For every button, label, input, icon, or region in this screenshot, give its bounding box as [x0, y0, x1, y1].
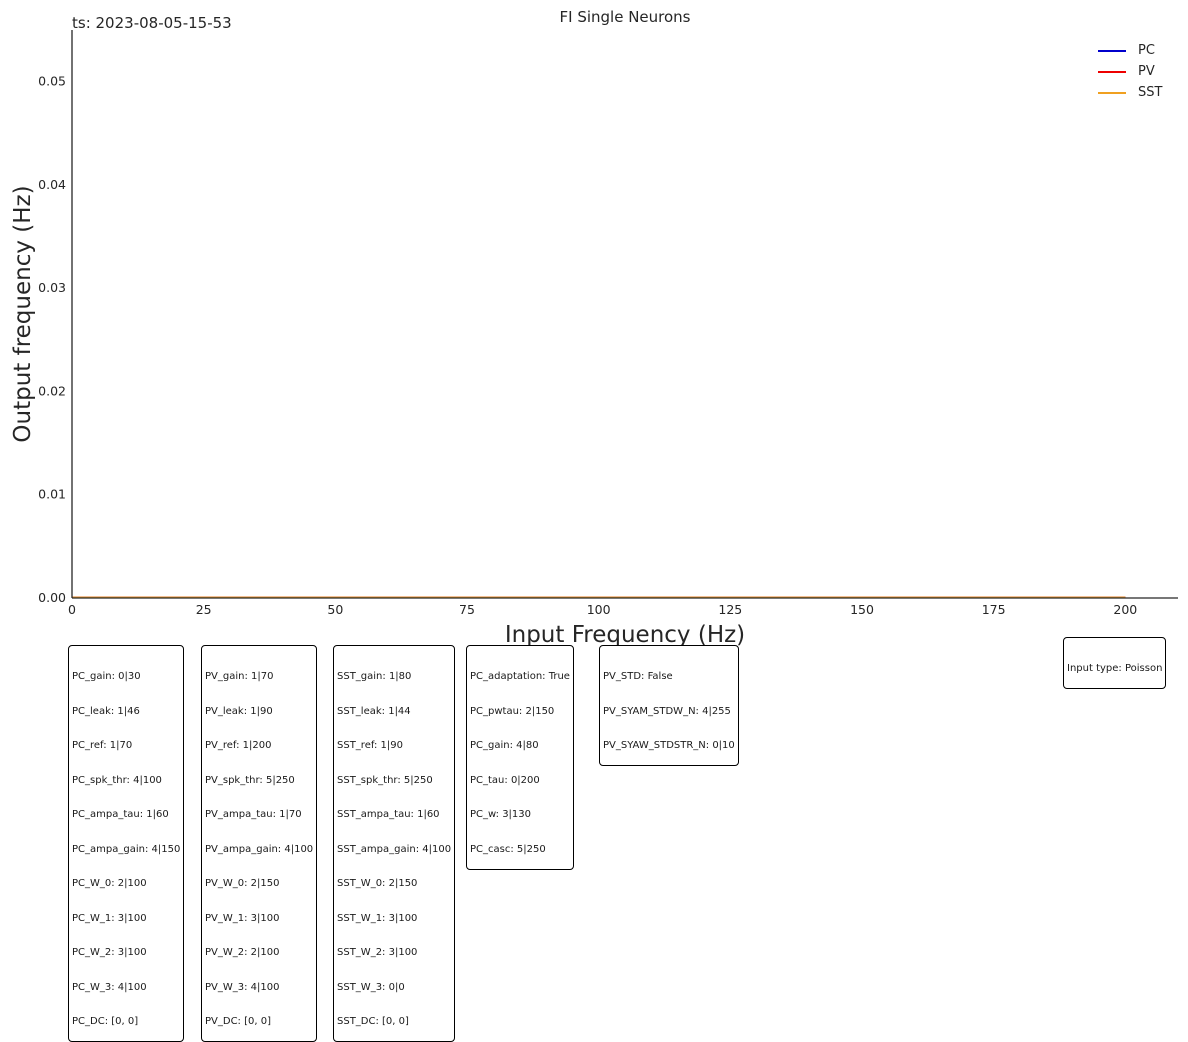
legend-label-pc: PC [1138, 43, 1155, 58]
param-line: PV_W_1: 3|100 [205, 912, 280, 924]
param-line: SST_ampa_tau: 1|60 [337, 809, 440, 820]
y-tick-label: 0.02 [38, 383, 66, 398]
y-tick-label: 0.05 [38, 74, 66, 89]
x-tick-label: 200 [1113, 602, 1137, 617]
x-tick-label: 150 [850, 602, 874, 617]
param-line: SST_ampa_gain: 4|100 [337, 843, 452, 855]
param-line: PC_casc: 5|250 [470, 843, 546, 855]
legend-swatch-sst [1098, 91, 1126, 94]
param-line: SST_W_2: 3|100 [337, 947, 418, 958]
param-line: PV_SYAM_STDW_N: 4|255 [603, 705, 731, 717]
y-axis-label: Output frequency (Hz) [10, 185, 36, 442]
pv-std-box: PV_STD: False PV_SYAM_STDW_N: 4|255 PV_S… [599, 645, 739, 766]
fi-chart: FI Single Neurons 0.000.010.020.030.040.… [10, 8, 1178, 648]
pc-adaptation-box: PC_adaptation: True PC_pwtau: 2|150 PC_g… [466, 645, 574, 870]
pc-params-box: PC_gain: 0|30 PC_leak: 1|46 PC_ref: 1|70… [68, 645, 185, 1042]
x-tick-label: 75 [459, 602, 475, 617]
param-line: PC_adaptation: True [470, 671, 570, 682]
param-line: PC_ampa_gain: 4|150 [72, 843, 181, 855]
y-tick-label: 0.00 [38, 590, 66, 605]
legend-label-sst: SST [1138, 85, 1163, 100]
param-line: PC_ref: 1|70 [72, 740, 133, 751]
sst-params-box: SST_gain: 1|80 SST_leak: 1|44 SST_ref: 1… [333, 645, 456, 1042]
x-axis-label: Input Frequency (Hz) [505, 622, 745, 648]
param-line: SST_ref: 1|90 [337, 740, 404, 751]
param-line: PC_gain: 4|80 [470, 740, 539, 751]
param-line: PC_w: 3|130 [470, 809, 532, 820]
param-line: PV_SYAW_STDSTR_N: 0|10 [603, 740, 735, 751]
y-tick-label: 0.04 [38, 177, 66, 192]
legend-item-pc: PC [1098, 40, 1162, 61]
param-line: PC_ampa_tau: 1|60 [72, 809, 169, 820]
param-line: SST_spk_thr: 5|250 [337, 774, 433, 786]
param-line: PC_pwtau: 2|150 [470, 705, 555, 717]
param-line: PV_gain: 1|70 [205, 671, 274, 682]
param-line: SST_W_1: 3|100 [337, 912, 418, 924]
legend-item-pv: PV [1098, 61, 1162, 82]
param-line: PV_W_2: 2|100 [205, 947, 280, 958]
param-line: PV_spk_thr: 5|250 [205, 774, 295, 786]
param-line: PV_ref: 1|200 [205, 740, 272, 751]
pv-params-box: PV_gain: 1|70 PV_leak: 1|90 PV_ref: 1|20… [201, 645, 318, 1042]
param-line: PC_gain: 0|30 [72, 671, 141, 682]
param-line: SST_gain: 1|80 [337, 671, 412, 682]
param-line: PC_leak: 1|46 [72, 705, 140, 717]
param-line: SST_leak: 1|44 [337, 705, 411, 717]
param-line: PC_W_0: 2|100 [72, 878, 147, 889]
chart-legend: PC PV SST [1098, 40, 1162, 103]
legend-swatch-pv [1098, 70, 1126, 73]
param-line: PC_spk_thr: 4|100 [72, 774, 162, 786]
y-axis-ticks: 0.00 0.01 0.02 0.03 0.04 0.05 [38, 74, 66, 605]
param-line: PV_ampa_gain: 4|100 [205, 843, 314, 855]
param-line: PC_tau: 0|200 [470, 774, 540, 786]
param-line: PC_W_2: 3|100 [72, 947, 147, 958]
y-tick-label: 0.01 [38, 487, 66, 502]
y-tick-label: 0.03 [38, 280, 66, 295]
x-tick-label: 25 [196, 602, 212, 617]
param-line: SST_W_3: 0|0 [337, 981, 405, 993]
param-line: PV_leak: 1|90 [205, 705, 273, 717]
x-tick-label: 125 [718, 602, 742, 617]
param-line: PC_W_1: 3|100 [72, 912, 147, 924]
param-line: SST_DC: [0, 0] [337, 1016, 409, 1027]
x-tick-label: 100 [587, 602, 611, 617]
param-line: PV_STD: False [603, 671, 673, 682]
input-type-box: Input type: Poisson [1063, 637, 1167, 689]
param-line: PV_DC: [0, 0] [205, 1016, 271, 1027]
param-line: PV_ampa_tau: 1|70 [205, 809, 302, 820]
x-tick-label: 50 [327, 602, 343, 617]
x-axis-ticks: 0 25 50 75 100 125 150 175 200 [68, 602, 1137, 617]
param-line: PC_W_3: 4|100 [72, 981, 147, 993]
timestamp-label: ts: 2023-08-05-15-53 [72, 14, 232, 32]
legend-item-sst: SST [1098, 82, 1162, 103]
legend-label-pv: PV [1138, 64, 1155, 79]
param-line: PV_W_3: 4|100 [205, 981, 280, 993]
input-type-label: Input type: Poisson [1067, 663, 1163, 674]
x-tick-label: 0 [68, 602, 76, 617]
x-tick-label: 175 [982, 602, 1006, 617]
param-line: PC_DC: [0, 0] [72, 1016, 139, 1027]
param-line: SST_W_0: 2|150 [337, 878, 418, 889]
chart-title: FI Single Neurons [560, 8, 691, 26]
legend-swatch-pc [1098, 49, 1126, 52]
param-line: PV_W_0: 2|150 [205, 878, 280, 889]
